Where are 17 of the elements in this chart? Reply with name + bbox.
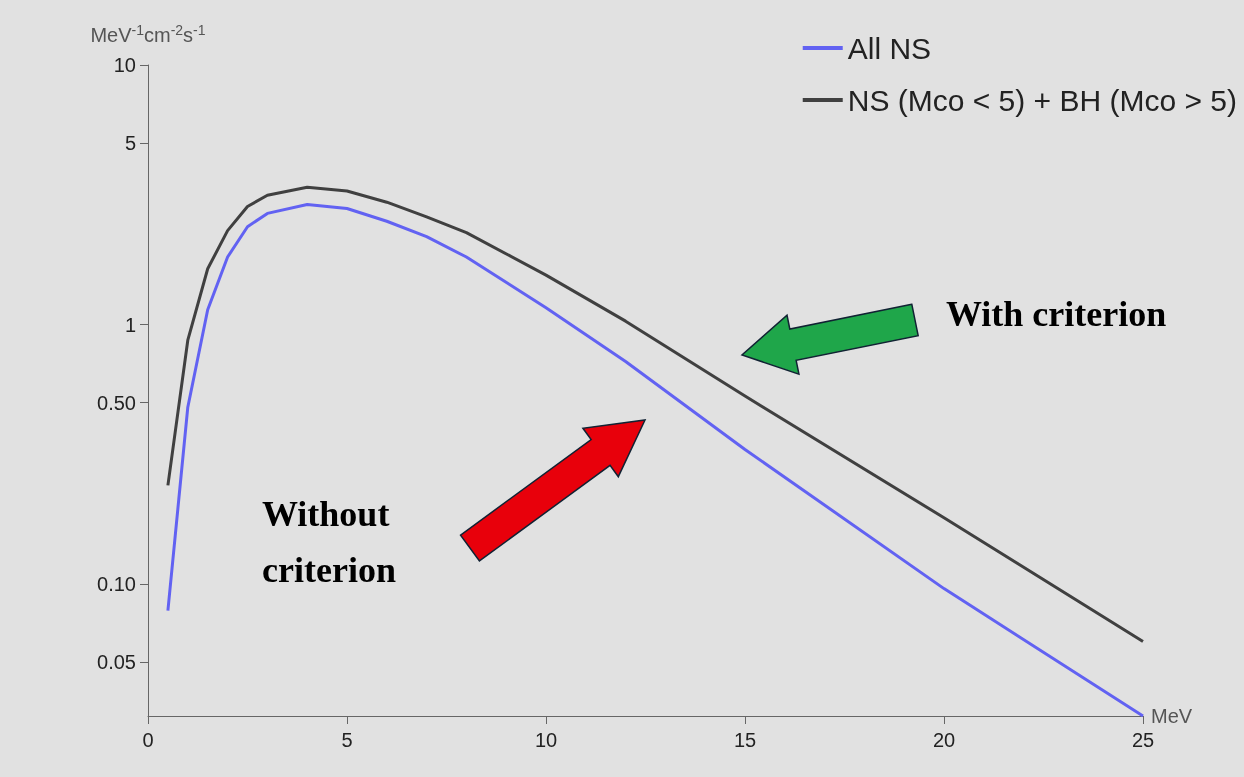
annotation: With criterion	[946, 294, 1167, 334]
y-tick-label: 1	[124, 313, 136, 336]
y-tick-label: 0.10	[97, 573, 136, 596]
y-tick-label: 5	[124, 132, 136, 155]
legend-label: All NS	[847, 31, 932, 65]
x-tick-label: 15	[733, 729, 757, 751]
x-tick-label: 10	[534, 729, 558, 751]
x-tick-label: 20	[932, 729, 956, 751]
legend-label: NS (Mco < 5) + BH (Mco > 5)	[847, 83, 1238, 117]
x-tick-label: 5	[341, 729, 353, 751]
x-axis-title: MeV	[1151, 705, 1193, 727]
y-tick-label: 0.50	[97, 391, 136, 414]
x-tick-label: 25	[1131, 729, 1155, 751]
y-tick-label: 10	[113, 54, 136, 76]
y-tick-label: 0.05	[97, 651, 136, 674]
x-tick-label: 0	[142, 729, 154, 751]
annotation: Without criterion	[262, 494, 399, 590]
